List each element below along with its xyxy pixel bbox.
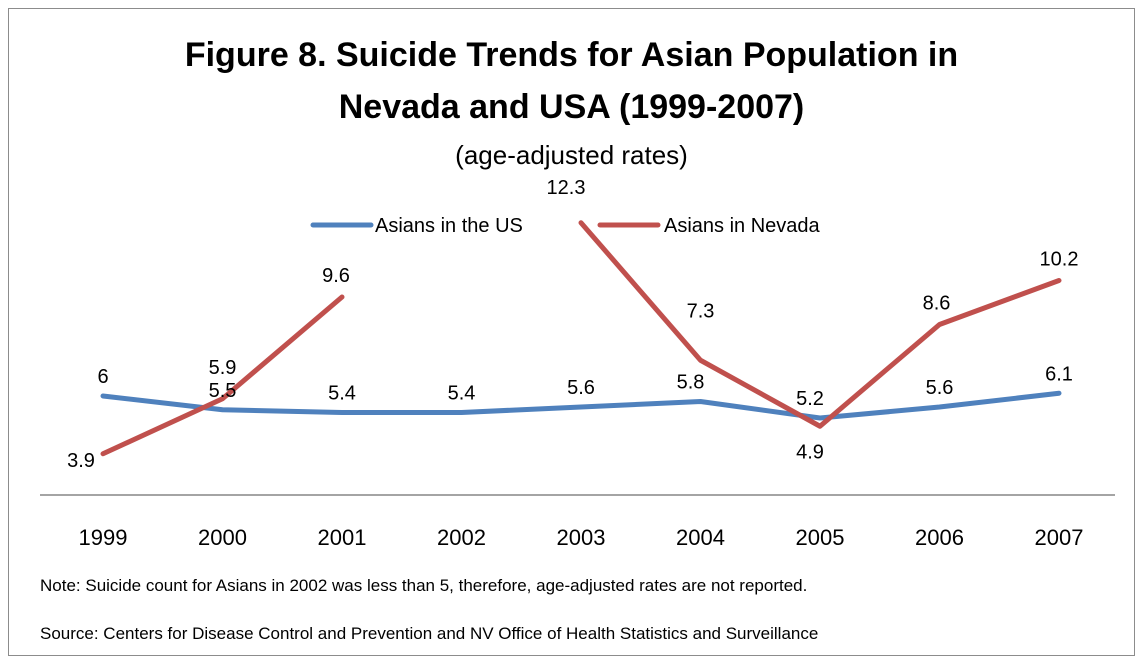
chart-title-line1: Figure 8. Suicide Trends for Asian Popul… xyxy=(184,36,959,74)
chart-subtitle: (age-adjusted rates) xyxy=(455,140,688,170)
chart-source: Source: Centers for Disease Control and … xyxy=(40,624,819,643)
chart-title-line2: Nevada and USA (1999-2007) xyxy=(338,88,805,126)
chart-note: Note: Suicide count for Asians in 2002 w… xyxy=(40,576,808,595)
